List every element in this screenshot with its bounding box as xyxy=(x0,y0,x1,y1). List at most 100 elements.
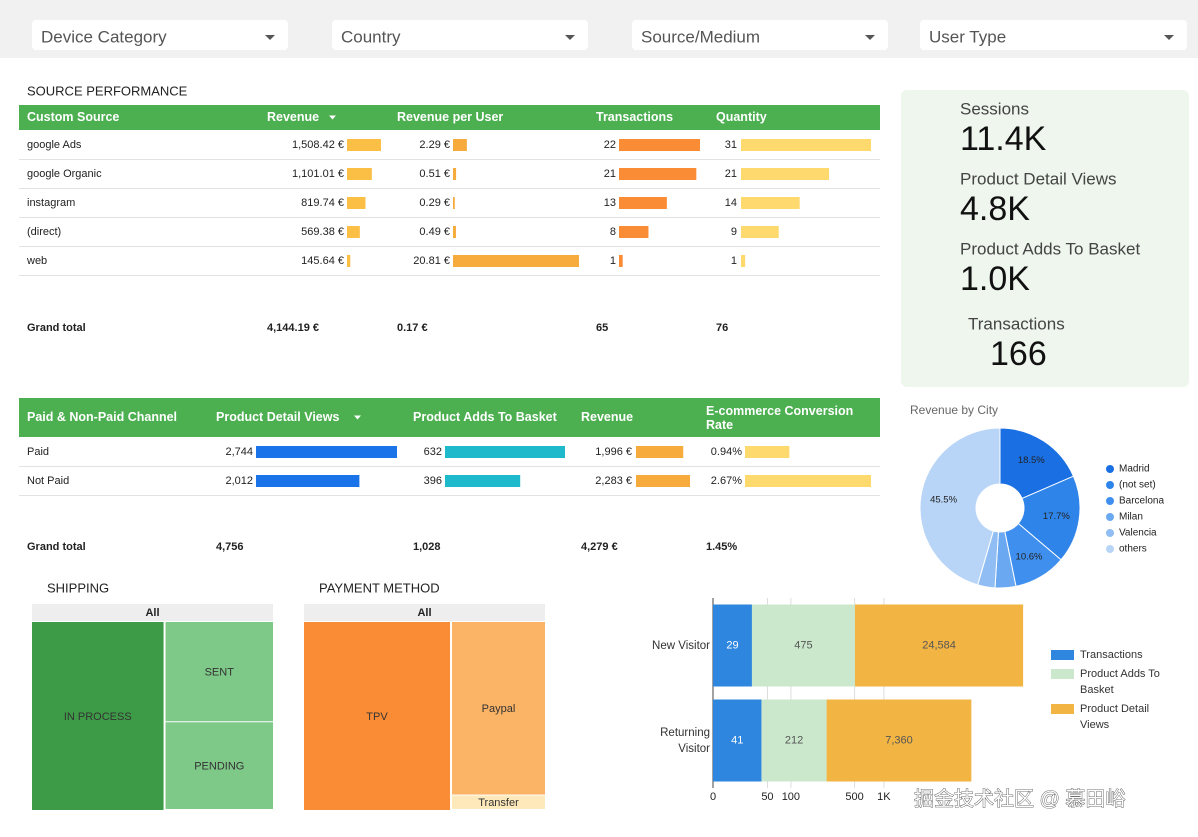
scorecard-value: 4.8K xyxy=(960,190,1030,228)
row-label: google Organic xyxy=(27,168,102,180)
cell-value: 2.29 € xyxy=(419,139,450,151)
bar-segment xyxy=(826,699,972,782)
chart-title: SHIPPING xyxy=(47,580,109,595)
pie-slice xyxy=(1017,475,1081,561)
legend-swatch xyxy=(1106,513,1114,521)
cell-bar xyxy=(745,475,871,487)
cell-value: 0.29 € xyxy=(419,197,450,209)
legend-label: Transactions xyxy=(1080,649,1143,661)
cell-value: 819.74 € xyxy=(301,197,344,209)
column-header: Product Adds To Basket xyxy=(413,410,558,424)
cell-value: 1 xyxy=(610,255,616,267)
cell-bar xyxy=(741,255,746,267)
cell-value: 632 xyxy=(424,446,442,458)
cell-value: 21 xyxy=(604,168,616,180)
slice-label: 17.7% xyxy=(1043,511,1070,522)
column-header: Product Detail Views xyxy=(216,410,339,424)
total-value: 0.17 € xyxy=(397,322,428,334)
x-tick-label: 1K xyxy=(877,791,891,803)
treemap-label: Transfer xyxy=(478,797,519,809)
filter-dropdown[interactable] xyxy=(332,20,588,50)
pie-slice xyxy=(919,427,1001,586)
cell-bar xyxy=(445,475,521,487)
filter-dropdown[interactable] xyxy=(920,20,1187,50)
x-tick-label: 100 xyxy=(782,791,800,803)
bar-value-label: 41 xyxy=(731,734,743,746)
row-label: Paid xyxy=(27,446,49,458)
legend-label: Barcelona xyxy=(1119,496,1164,507)
treemap-label: IN PROCESS xyxy=(64,711,132,723)
column-header: E-commerce Conversion Rate xyxy=(706,404,854,432)
cell-bar xyxy=(741,168,830,180)
treemap-cell xyxy=(304,622,451,810)
total-value: 4,279 € xyxy=(581,541,618,553)
legend-swatch xyxy=(1106,497,1114,505)
legend-swatch xyxy=(1106,545,1114,553)
cell-value: 20.81 € xyxy=(413,255,450,267)
legend-swatch xyxy=(1106,465,1114,473)
treemap-label: SENT xyxy=(205,667,235,679)
legend-swatch xyxy=(1051,704,1074,714)
scorecard-label: Transactions xyxy=(968,314,1065,333)
legend-swatch xyxy=(1106,481,1114,489)
legend-label: Product Detail Views xyxy=(1080,703,1150,731)
scorecard-label: Sessions xyxy=(960,99,1029,118)
treemap-cell xyxy=(452,622,545,795)
total-value: 1,028 xyxy=(413,541,441,553)
cell-bar xyxy=(619,255,623,267)
cell-value: 22 xyxy=(604,139,616,151)
slice-label: 45.5% xyxy=(930,494,957,505)
column-header: Quantity xyxy=(716,110,767,124)
filter-label: Device Category xyxy=(41,27,167,46)
cell-bar xyxy=(347,139,381,151)
cell-bar xyxy=(347,226,360,238)
scorecard-label: Product Detail Views xyxy=(960,169,1117,188)
column-header: Transactions xyxy=(596,110,673,124)
cell-bar xyxy=(256,475,360,487)
legend-swatch xyxy=(1106,529,1114,537)
bar-value-label: 24,584 xyxy=(922,639,956,651)
row-label: (direct) xyxy=(27,226,61,238)
filter-dropdown[interactable] xyxy=(632,20,888,50)
cell-bar xyxy=(347,255,351,267)
bar-value-label: 212 xyxy=(785,734,803,746)
filter-label: Country xyxy=(341,27,401,46)
bar-value-label: 29 xyxy=(726,639,738,651)
cell-bar xyxy=(453,226,456,238)
treemap-label: PENDING xyxy=(194,761,244,773)
cell-value: 396 xyxy=(424,475,442,487)
dropdown-arrow xyxy=(1164,35,1174,40)
column-header: Revenue xyxy=(267,110,319,124)
treemap-label: Paypal xyxy=(482,703,516,715)
cell-value: 145.64 € xyxy=(301,255,344,267)
dropdown-arrow xyxy=(865,35,875,40)
cell-value: 2.67% xyxy=(711,475,742,487)
cell-bar xyxy=(347,197,366,209)
legend-label: Product Adds To Basket xyxy=(1080,668,1160,696)
table-header xyxy=(19,398,880,437)
legend-label: others xyxy=(1119,544,1147,555)
cell-value: 1,996 € xyxy=(595,446,632,458)
cell-bar xyxy=(619,197,667,209)
cell-value: 9 xyxy=(731,226,737,238)
total-value: 4,756 xyxy=(216,541,244,553)
cell-value: 8 xyxy=(610,226,616,238)
cell-bar xyxy=(619,168,697,180)
cell-bar xyxy=(741,139,871,151)
cell-value: 569.38 € xyxy=(301,226,344,238)
filter-label: Source/Medium xyxy=(641,27,760,46)
cell-bar xyxy=(453,255,579,267)
total-value: 1.45% xyxy=(706,541,737,553)
scorecard-panel xyxy=(901,90,1189,387)
sort-arrow xyxy=(329,115,336,120)
cell-bar xyxy=(741,197,800,209)
filter-dropdown[interactable] xyxy=(32,20,288,50)
x-tick-label: 50 xyxy=(761,791,773,803)
treemap-root-label: All xyxy=(417,607,431,619)
cell-value: 1,508.42 € xyxy=(292,139,344,151)
table-header xyxy=(19,105,880,130)
dropdown-arrow xyxy=(565,35,575,40)
chart-title: Revenue by City xyxy=(910,403,998,417)
slice-label: 10.6% xyxy=(1016,552,1043,563)
x-tick-label: 500 xyxy=(845,791,863,803)
